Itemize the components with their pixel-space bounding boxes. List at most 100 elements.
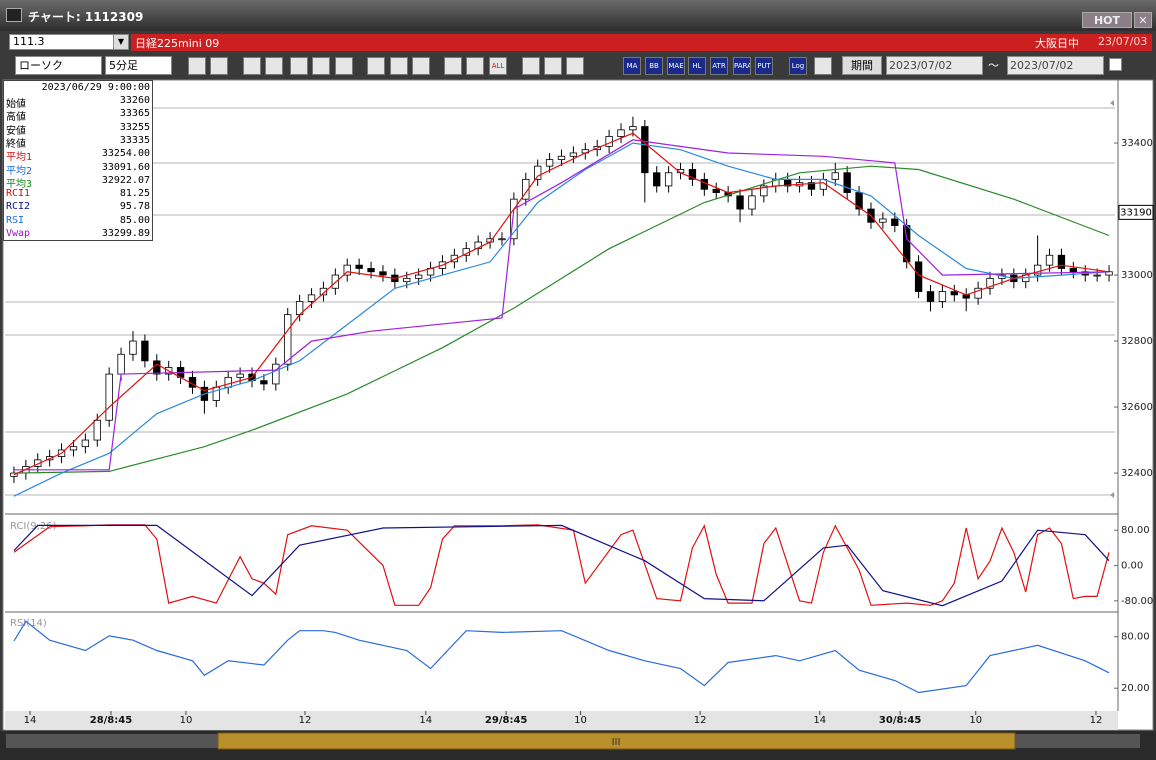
tool-icon[interactable] bbox=[290, 57, 308, 75]
marker bbox=[1110, 492, 1114, 498]
info-label: 安値 bbox=[6, 125, 26, 137]
candle-body bbox=[260, 380, 268, 385]
tool-icon[interactable] bbox=[265, 57, 283, 75]
candle-body bbox=[224, 376, 232, 388]
tool-icon[interactable] bbox=[522, 57, 540, 75]
candle-body bbox=[998, 274, 1006, 279]
scrollbar-thumb[interactable] bbox=[217, 732, 1016, 750]
candle-body bbox=[914, 261, 923, 292]
code-input[interactable]: 111.3 bbox=[9, 34, 114, 50]
info-label: 終値 bbox=[6, 138, 26, 150]
tool-button[interactable]: PARA bbox=[733, 57, 751, 75]
candle-body bbox=[605, 136, 613, 147]
to-date[interactable]: 2023/07/02 bbox=[1007, 56, 1104, 75]
info-label: RCI2 bbox=[6, 201, 31, 213]
last-price-label: 33190 bbox=[1120, 207, 1152, 218]
info-time: 2023/06/29 9:00:00 bbox=[41, 82, 150, 93]
candle-body bbox=[843, 172, 851, 193]
tool-icon[interactable] bbox=[566, 57, 584, 75]
tool-button[interactable]: HL bbox=[688, 57, 706, 75]
info-value: 85.00 bbox=[119, 214, 150, 226]
candle-body bbox=[391, 274, 399, 283]
candle-body bbox=[498, 238, 506, 241]
chart-type-select[interactable]: ローソク bbox=[15, 56, 102, 75]
candle-body bbox=[69, 446, 78, 451]
candle-body bbox=[284, 314, 292, 365]
info-row: RCI2 95.78 bbox=[6, 201, 150, 214]
tool-icon[interactable] bbox=[412, 57, 430, 75]
info-row: 終値 33335 bbox=[6, 135, 150, 150]
candle-body bbox=[236, 373, 244, 378]
info-row: 高値 33365 bbox=[6, 108, 150, 124]
info-label: 高値 bbox=[6, 112, 26, 124]
tool-icon[interactable] bbox=[312, 57, 330, 75]
tool-button[interactable]: ATR bbox=[710, 57, 728, 75]
period-button[interactable]: 期間 bbox=[842, 56, 882, 75]
candle-body bbox=[736, 195, 744, 210]
tool-button[interactable]: PUT bbox=[755, 57, 773, 75]
candle-body bbox=[1010, 274, 1018, 283]
x-tick-label: 14 bbox=[24, 715, 37, 726]
y-tick-label: 80.00 bbox=[1121, 632, 1150, 643]
tool-icon[interactable] bbox=[210, 57, 228, 75]
info-box: 2023/06/29 9:00:00 始値 33260 高値 33365 安値 33255… bbox=[3, 80, 153, 241]
tool-icon[interactable] bbox=[466, 57, 484, 75]
tool-button[interactable]: BB bbox=[645, 57, 663, 75]
x-tick-label: 30/8:45 bbox=[879, 715, 921, 726]
candle-body bbox=[403, 277, 411, 283]
candle-body bbox=[22, 466, 30, 474]
y-tick-label: 33000 bbox=[1121, 270, 1153, 281]
info-value: 33255 bbox=[119, 121, 150, 133]
scrollbar-grip: III bbox=[612, 737, 621, 748]
candle-body bbox=[688, 169, 697, 180]
panel: 80.00 0.00 -80.00 RCI(9,26) bbox=[10, 521, 1153, 607]
series-line bbox=[13, 524, 1110, 607]
info-label: 平均1 bbox=[6, 152, 33, 164]
candle-body bbox=[1045, 254, 1054, 266]
y-tick-label: 33400 bbox=[1121, 138, 1153, 149]
close-button[interactable]: ✕ bbox=[1134, 12, 1152, 28]
candle-body bbox=[724, 192, 732, 197]
y-tick-label: 80.00 bbox=[1121, 525, 1150, 536]
tool-icon[interactable] bbox=[335, 57, 353, 75]
interval-select[interactable]: 5分足 bbox=[105, 56, 172, 75]
from-date[interactable]: 2023/07/02 bbox=[886, 56, 983, 75]
tool-icon[interactable] bbox=[243, 57, 261, 75]
candle-body bbox=[367, 268, 375, 273]
candle-body bbox=[188, 376, 197, 388]
x-tick-label: 12 bbox=[694, 715, 707, 726]
tool-icon[interactable] bbox=[188, 57, 206, 75]
tool-button[interactable]: MA bbox=[623, 57, 641, 75]
scrollbar-rail bbox=[6, 734, 1140, 748]
last-price-box bbox=[1118, 204, 1154, 220]
date: 23/07/03 bbox=[1098, 35, 1148, 48]
dropdown-arrow[interactable]: ▼ bbox=[113, 34, 129, 50]
tool-icon[interactable] bbox=[390, 57, 408, 75]
candle-body bbox=[831, 172, 839, 180]
hot-button[interactable]: HOT bbox=[1082, 12, 1132, 28]
window-title: チャート: 1112309 bbox=[28, 10, 144, 24]
tool-button[interactable]: ALL bbox=[489, 57, 507, 75]
checkbox[interactable] bbox=[1109, 58, 1122, 71]
candle-body bbox=[748, 195, 756, 210]
info-label: 平均2 bbox=[6, 165, 33, 177]
tool-button[interactable]: Log bbox=[789, 57, 807, 75]
y-tick-label: 20.00 bbox=[1121, 683, 1150, 694]
tool-icon[interactable] bbox=[444, 57, 462, 75]
tool-button[interactable]: MAE bbox=[667, 57, 685, 75]
candle-body bbox=[272, 363, 280, 385]
candle-body bbox=[1057, 254, 1066, 269]
info-value: 33254.00 bbox=[101, 148, 150, 160]
candle-body bbox=[450, 254, 459, 263]
tool-icon[interactable] bbox=[814, 57, 832, 75]
candle-body bbox=[176, 367, 185, 378]
x-tick-label: 12 bbox=[299, 715, 312, 726]
candle-body bbox=[414, 274, 423, 279]
tool-icon[interactable] bbox=[367, 57, 385, 75]
info-label: RCI1 bbox=[6, 188, 31, 200]
info-value: 32922.07 bbox=[101, 174, 150, 186]
x-tick-label: 10 bbox=[574, 715, 587, 726]
tool-icon[interactable] bbox=[544, 57, 562, 75]
candle-body bbox=[629, 126, 637, 131]
